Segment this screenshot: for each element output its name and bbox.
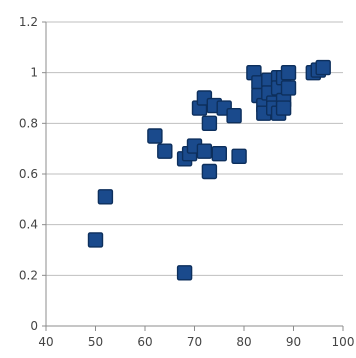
y-tick-label: 1.2 <box>19 15 38 29</box>
x-tick-label: 60 <box>137 335 152 349</box>
data-point <box>280 80 297 96</box>
x-tick-label: 100 <box>332 335 355 349</box>
data-point <box>196 143 213 159</box>
x-tick-label: 70 <box>187 335 202 349</box>
x-tick-label: 50 <box>88 335 103 349</box>
data-point <box>97 189 114 205</box>
data-point <box>226 107 242 124</box>
data-points <box>87 59 331 281</box>
data-point <box>231 148 247 165</box>
axes <box>42 21 344 331</box>
gridlines <box>46 21 343 276</box>
data-point <box>275 100 292 116</box>
y-tick-label: 0.6 <box>19 167 38 181</box>
data-point <box>315 59 331 76</box>
data-point <box>201 115 218 132</box>
x-tick-label: 80 <box>236 335 251 349</box>
data-point <box>147 128 163 144</box>
y-tick-label: 0 <box>30 319 38 333</box>
data-point <box>176 265 193 281</box>
y-tick-label: 0.2 <box>19 268 38 282</box>
data-point <box>87 232 104 248</box>
data-point <box>157 143 173 159</box>
y-tick-label: 1 <box>30 66 38 80</box>
y-tick-label: 0.8 <box>19 116 38 130</box>
data-point <box>211 145 228 162</box>
x-tick-label: 90 <box>286 335 301 349</box>
data-point <box>280 64 297 81</box>
x-tick-label: 40 <box>38 335 53 349</box>
data-point <box>201 163 218 180</box>
tick-labels: 0 0.2 0.4 0.6 0.8 1 1.2 40 50 60 70 80 90 100 <box>19 15 355 349</box>
y-tick-label: 0.4 <box>19 218 38 232</box>
